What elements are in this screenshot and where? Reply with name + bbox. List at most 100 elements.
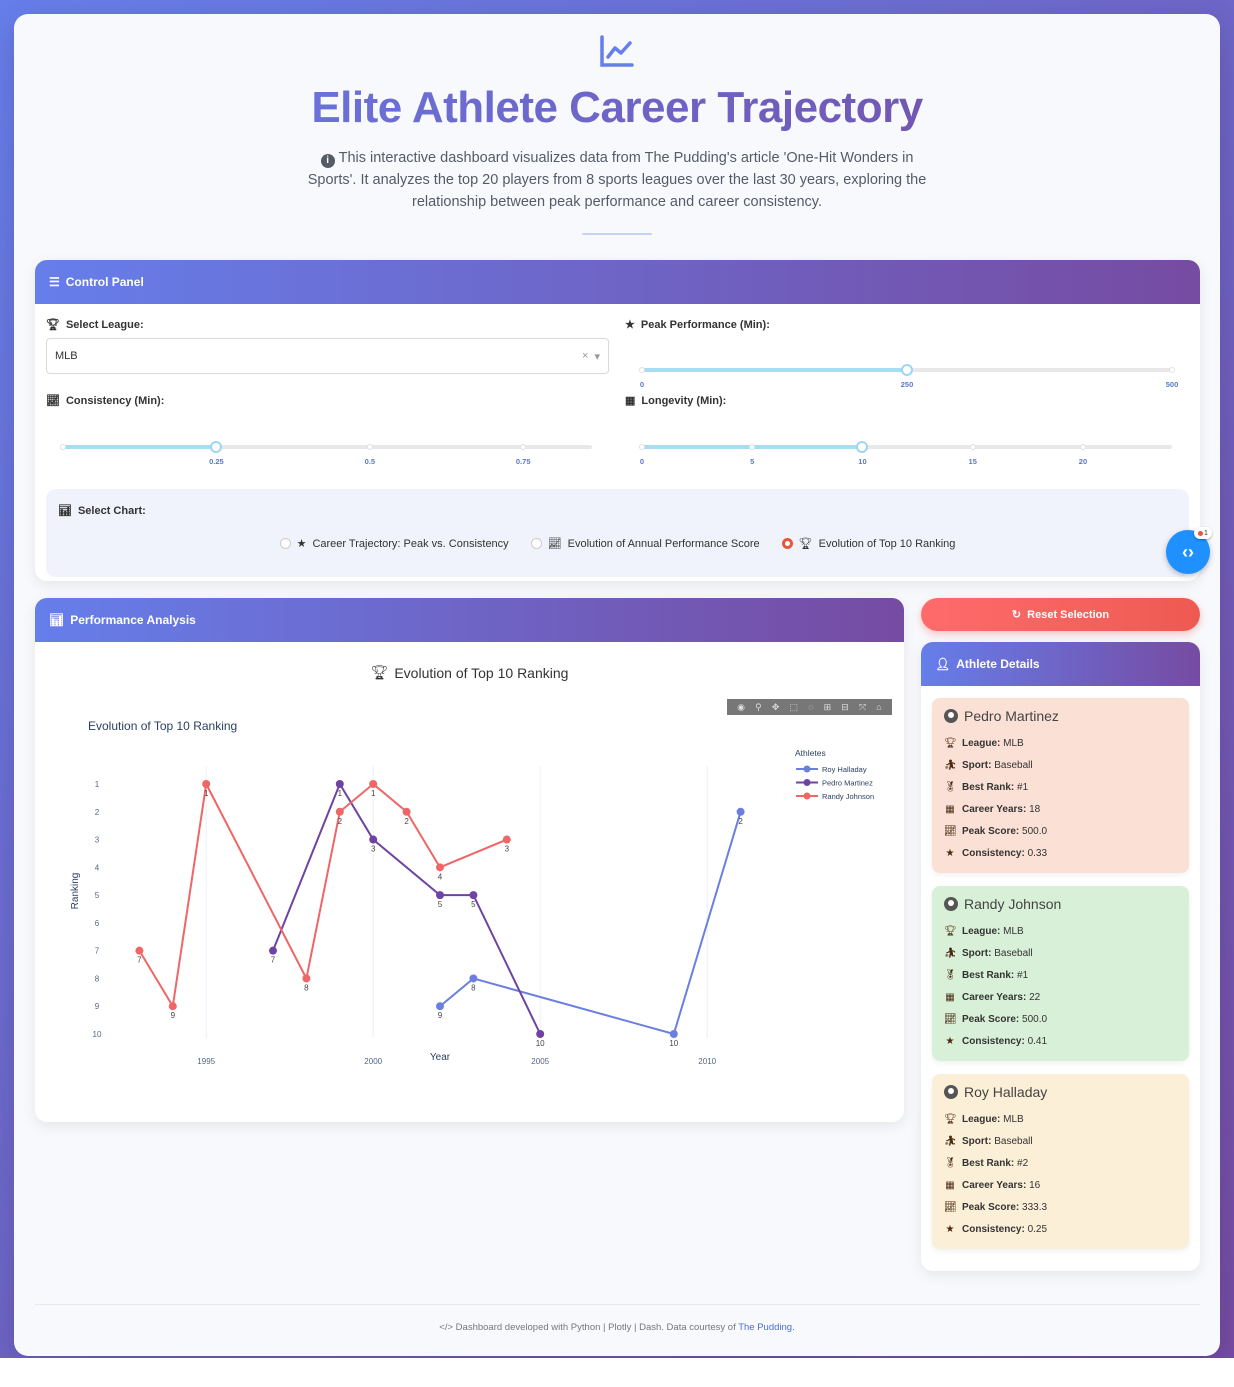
slider-mark: 15 bbox=[968, 457, 977, 466]
league-select[interactable]: MLB × ▾ bbox=[46, 338, 609, 374]
series-line bbox=[272, 781, 542, 1035]
athlete-stat-career-years: ▦ Career Years: 22 bbox=[945, 991, 1041, 1003]
calendar-icon: ▦ bbox=[625, 395, 636, 407]
radio-button[interactable] bbox=[530, 538, 542, 549]
chart-select-label: 📊︎ Select Chart: bbox=[58, 504, 146, 518]
athlete-stat-sport: ⛹︎ Sport: Baseball bbox=[944, 1135, 1033, 1147]
lasso-icon[interactable]: ◌ bbox=[808, 702, 814, 712]
data-label: 8 bbox=[471, 983, 476, 992]
medal-icon: 🏅︎ bbox=[944, 1157, 957, 1169]
athlete-stat-career-years: ▦ Career Years: 16 bbox=[945, 1179, 1041, 1191]
chart-radio-group: ★ Career Trajectory: Peak vs. Consistenc… bbox=[46, 537, 1189, 550]
consistency-slider[interactable]: 0.25 0.5 0.75 bbox=[60, 439, 592, 469]
athlete-stat-peak-score: 📈︎ Peak Score: 500.0 bbox=[944, 825, 1048, 837]
plot-modebar: ◉ ⚲ ✥ ⬚ ◌ ⊞ ⊟ ⤧ ⌂ bbox=[727, 699, 892, 715]
trophy-icon: 🏆︎ bbox=[46, 319, 60, 331]
zoom-out-icon[interactable]: ⊟ bbox=[841, 701, 849, 712]
user-circle-icon bbox=[944, 1085, 958, 1099]
athlete-card[interactable]: Pedro Martinez 🏆︎ League: MLB ⛹︎ Sport: Base… bbox=[932, 698, 1189, 873]
zoom-in-icon[interactable]: ⊞ bbox=[823, 701, 832, 712]
radio-top10-ranking[interactable]: 🏆︎ Evolution of Top 10 Ranking bbox=[781, 537, 955, 550]
athlete-stat-peak-score: 📈︎ Peak Score: 500.0 bbox=[944, 1013, 1048, 1025]
athlete-stat-consistency: ★ Consistency: 0.33 bbox=[945, 847, 1048, 859]
home-icon[interactable]: ⌂ bbox=[876, 702, 882, 712]
data-point bbox=[369, 835, 378, 844]
athlete-stat-sport: ⛹︎ Sport: Baseball bbox=[944, 759, 1033, 771]
y-tick-label: 5 bbox=[95, 891, 100, 900]
y-tick-label: 8 bbox=[95, 974, 100, 983]
header: Elite Athlete Career Trajectory i This in… bbox=[14, 34, 1220, 235]
line-chart-icon bbox=[600, 35, 634, 67]
chevron-down-icon[interactable]: ▾ bbox=[594, 350, 600, 363]
data-point bbox=[168, 1002, 177, 1011]
y-tick-label: 1 bbox=[95, 780, 100, 789]
slider-mark: 0 bbox=[639, 380, 645, 389]
slider-mark: 0.5 bbox=[364, 457, 376, 466]
zoom-icon[interactable]: ⚲ bbox=[755, 701, 762, 712]
athlete-stat-league: 🏆︎ League: MLB bbox=[944, 737, 1024, 749]
chart-select-panel: 📊︎ Select Chart: ★ Career Trajectory: Pea… bbox=[46, 489, 1189, 577]
y-tick-label: 2 bbox=[95, 808, 100, 817]
y-tick-label: 10 bbox=[93, 1030, 102, 1039]
footer: </> Dashboard developed with Python | Pl… bbox=[439, 1322, 795, 1333]
consistency-slider-handle[interactable] bbox=[210, 441, 223, 453]
intro-text: i This interactive dashboard visualizes d… bbox=[307, 150, 927, 210]
slider-mark: 0 bbox=[639, 457, 645, 466]
radio-button[interactable] bbox=[279, 538, 291, 549]
chart-line-icon: 📈︎ bbox=[944, 1013, 957, 1025]
peak-label: ★ Peak Performance (Min): bbox=[625, 318, 770, 332]
plot-series: 9 8 10 2 7 1 3 5 5 10 7 9 1 8 2 1 2 4 3 bbox=[135, 780, 745, 1048]
chart-heading: 🏆︎ Evolution of Top 10 Ranking bbox=[370, 664, 569, 681]
data-label: 1 bbox=[338, 789, 343, 798]
athlete-name: Pedro Martinez bbox=[944, 708, 1177, 724]
athlete-card[interactable]: Roy Halladay 🏆︎ League: MLB ⛹︎ Sport: Baseba… bbox=[932, 1074, 1189, 1249]
star-icon: ★ bbox=[296, 538, 307, 550]
performance-panel-header: 📊︎ Performance Analysis bbox=[35, 598, 904, 642]
pudding-link[interactable]: The Pudding. bbox=[738, 1322, 795, 1333]
data-point bbox=[469, 974, 478, 983]
medal-icon: 🏅︎ bbox=[944, 969, 957, 981]
camera-icon[interactable]: ◉ bbox=[737, 701, 745, 712]
legend-title: Athletes bbox=[795, 748, 826, 758]
peak-slider-handle[interactable] bbox=[901, 364, 913, 376]
radio-button-selected[interactable] bbox=[781, 538, 793, 549]
athlete-stat-league: 🏆︎ League: MLB bbox=[944, 1113, 1024, 1125]
data-label: 9 bbox=[171, 1011, 176, 1020]
autoscale-icon[interactable]: ⤧ bbox=[858, 701, 867, 712]
reset-selection-button[interactable]: ↻ Reset Selection bbox=[921, 598, 1200, 631]
longevity-slider-handle[interactable] bbox=[856, 441, 869, 453]
data-label: 2 bbox=[404, 817, 409, 826]
data-label: 10 bbox=[536, 1039, 545, 1048]
control-panel: ☰ Control Panel 🏆︎ Select League: MLB × ▾ … bbox=[35, 260, 1200, 581]
peak-slider[interactable]: 0 250 500 bbox=[639, 362, 1178, 392]
medal-icon: 🏅︎ bbox=[944, 781, 957, 793]
pan-icon[interactable]: ✥ bbox=[771, 701, 780, 712]
page-title: Elite Athlete Career Trajectory bbox=[14, 83, 1220, 133]
athlete-card[interactable]: Randy Johnson 🏆︎ League: MLB ⛹︎ Sport: Baseb… bbox=[932, 886, 1189, 1061]
y-tick-label: 7 bbox=[95, 947, 100, 956]
data-point bbox=[436, 1002, 444, 1011]
star-icon: ★ bbox=[945, 1223, 955, 1235]
clear-icon[interactable]: × bbox=[582, 349, 589, 362]
data-point bbox=[436, 863, 444, 872]
runner-icon: ⛹︎ bbox=[944, 1135, 957, 1147]
y-tick-label: 9 bbox=[95, 1002, 100, 1011]
data-point bbox=[269, 946, 277, 955]
athlete-stat-league: 🏆︎ League: MLB bbox=[944, 925, 1024, 937]
user-circle-icon bbox=[944, 897, 958, 911]
data-label: 2 bbox=[338, 817, 343, 826]
longevity-slider[interactable]: 0 5 10 15 20 bbox=[639, 439, 1172, 469]
radio-career-trajectory[interactable]: ★ Career Trajectory: Peak vs. Consistenc… bbox=[279, 537, 509, 550]
radio-annual-performance[interactable]: 📈︎ Evolution of Annual Performance Score bbox=[530, 537, 760, 550]
legend-marker bbox=[803, 792, 811, 800]
box-select-icon[interactable]: ⬚ bbox=[789, 701, 799, 712]
user-circle-icon bbox=[944, 709, 958, 723]
series-line bbox=[439, 811, 742, 1036]
athlete-stat-consistency: ★ Consistency: 0.25 bbox=[945, 1223, 1048, 1235]
star-icon: ★ bbox=[945, 1035, 955, 1047]
data-point bbox=[736, 807, 745, 816]
calendar-icon: ▦ bbox=[945, 803, 955, 815]
data-point bbox=[202, 780, 211, 788]
slider-mark: 0.25 bbox=[209, 457, 224, 466]
